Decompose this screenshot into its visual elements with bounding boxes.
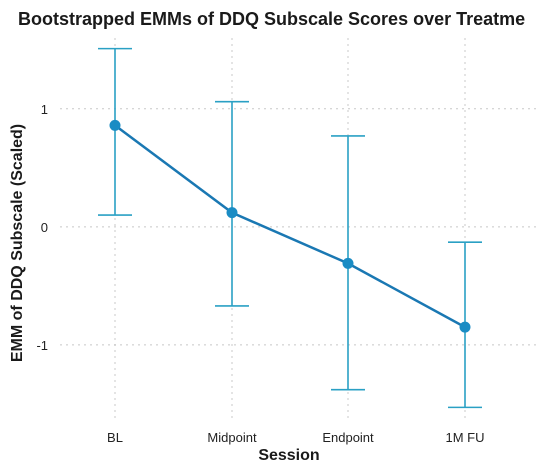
x-tick-label: BL [107, 430, 123, 445]
grid [60, 38, 540, 418]
error-bar [98, 47, 132, 216]
x-axis-ticks: BL Midpoint Endpoint 1M FU [107, 430, 484, 445]
x-tick-label: Endpoint [322, 430, 374, 445]
error-bars [98, 47, 482, 409]
chart-title: Bootstrapped EMMs of DDQ Subscale Scores… [18, 9, 525, 29]
data-point [226, 207, 238, 219]
y-tick-label: -1 [36, 338, 48, 353]
data-point [342, 257, 354, 269]
y-tick-label: 0 [41, 220, 48, 235]
error-bar [215, 100, 249, 307]
x-tick-label: Midpoint [207, 430, 257, 445]
y-tick-label: 1 [41, 102, 48, 117]
y-axis-ticks: -1 0 1 [36, 102, 48, 353]
series-line [114, 124, 466, 329]
x-axis-label: Session [258, 447, 319, 464]
data-points [109, 119, 471, 333]
y-axis-label: EMM of DDQ Subscale (Scaled) [9, 124, 26, 362]
data-point [109, 119, 121, 131]
data-point [459, 321, 471, 333]
x-tick-label: 1M FU [446, 430, 485, 445]
